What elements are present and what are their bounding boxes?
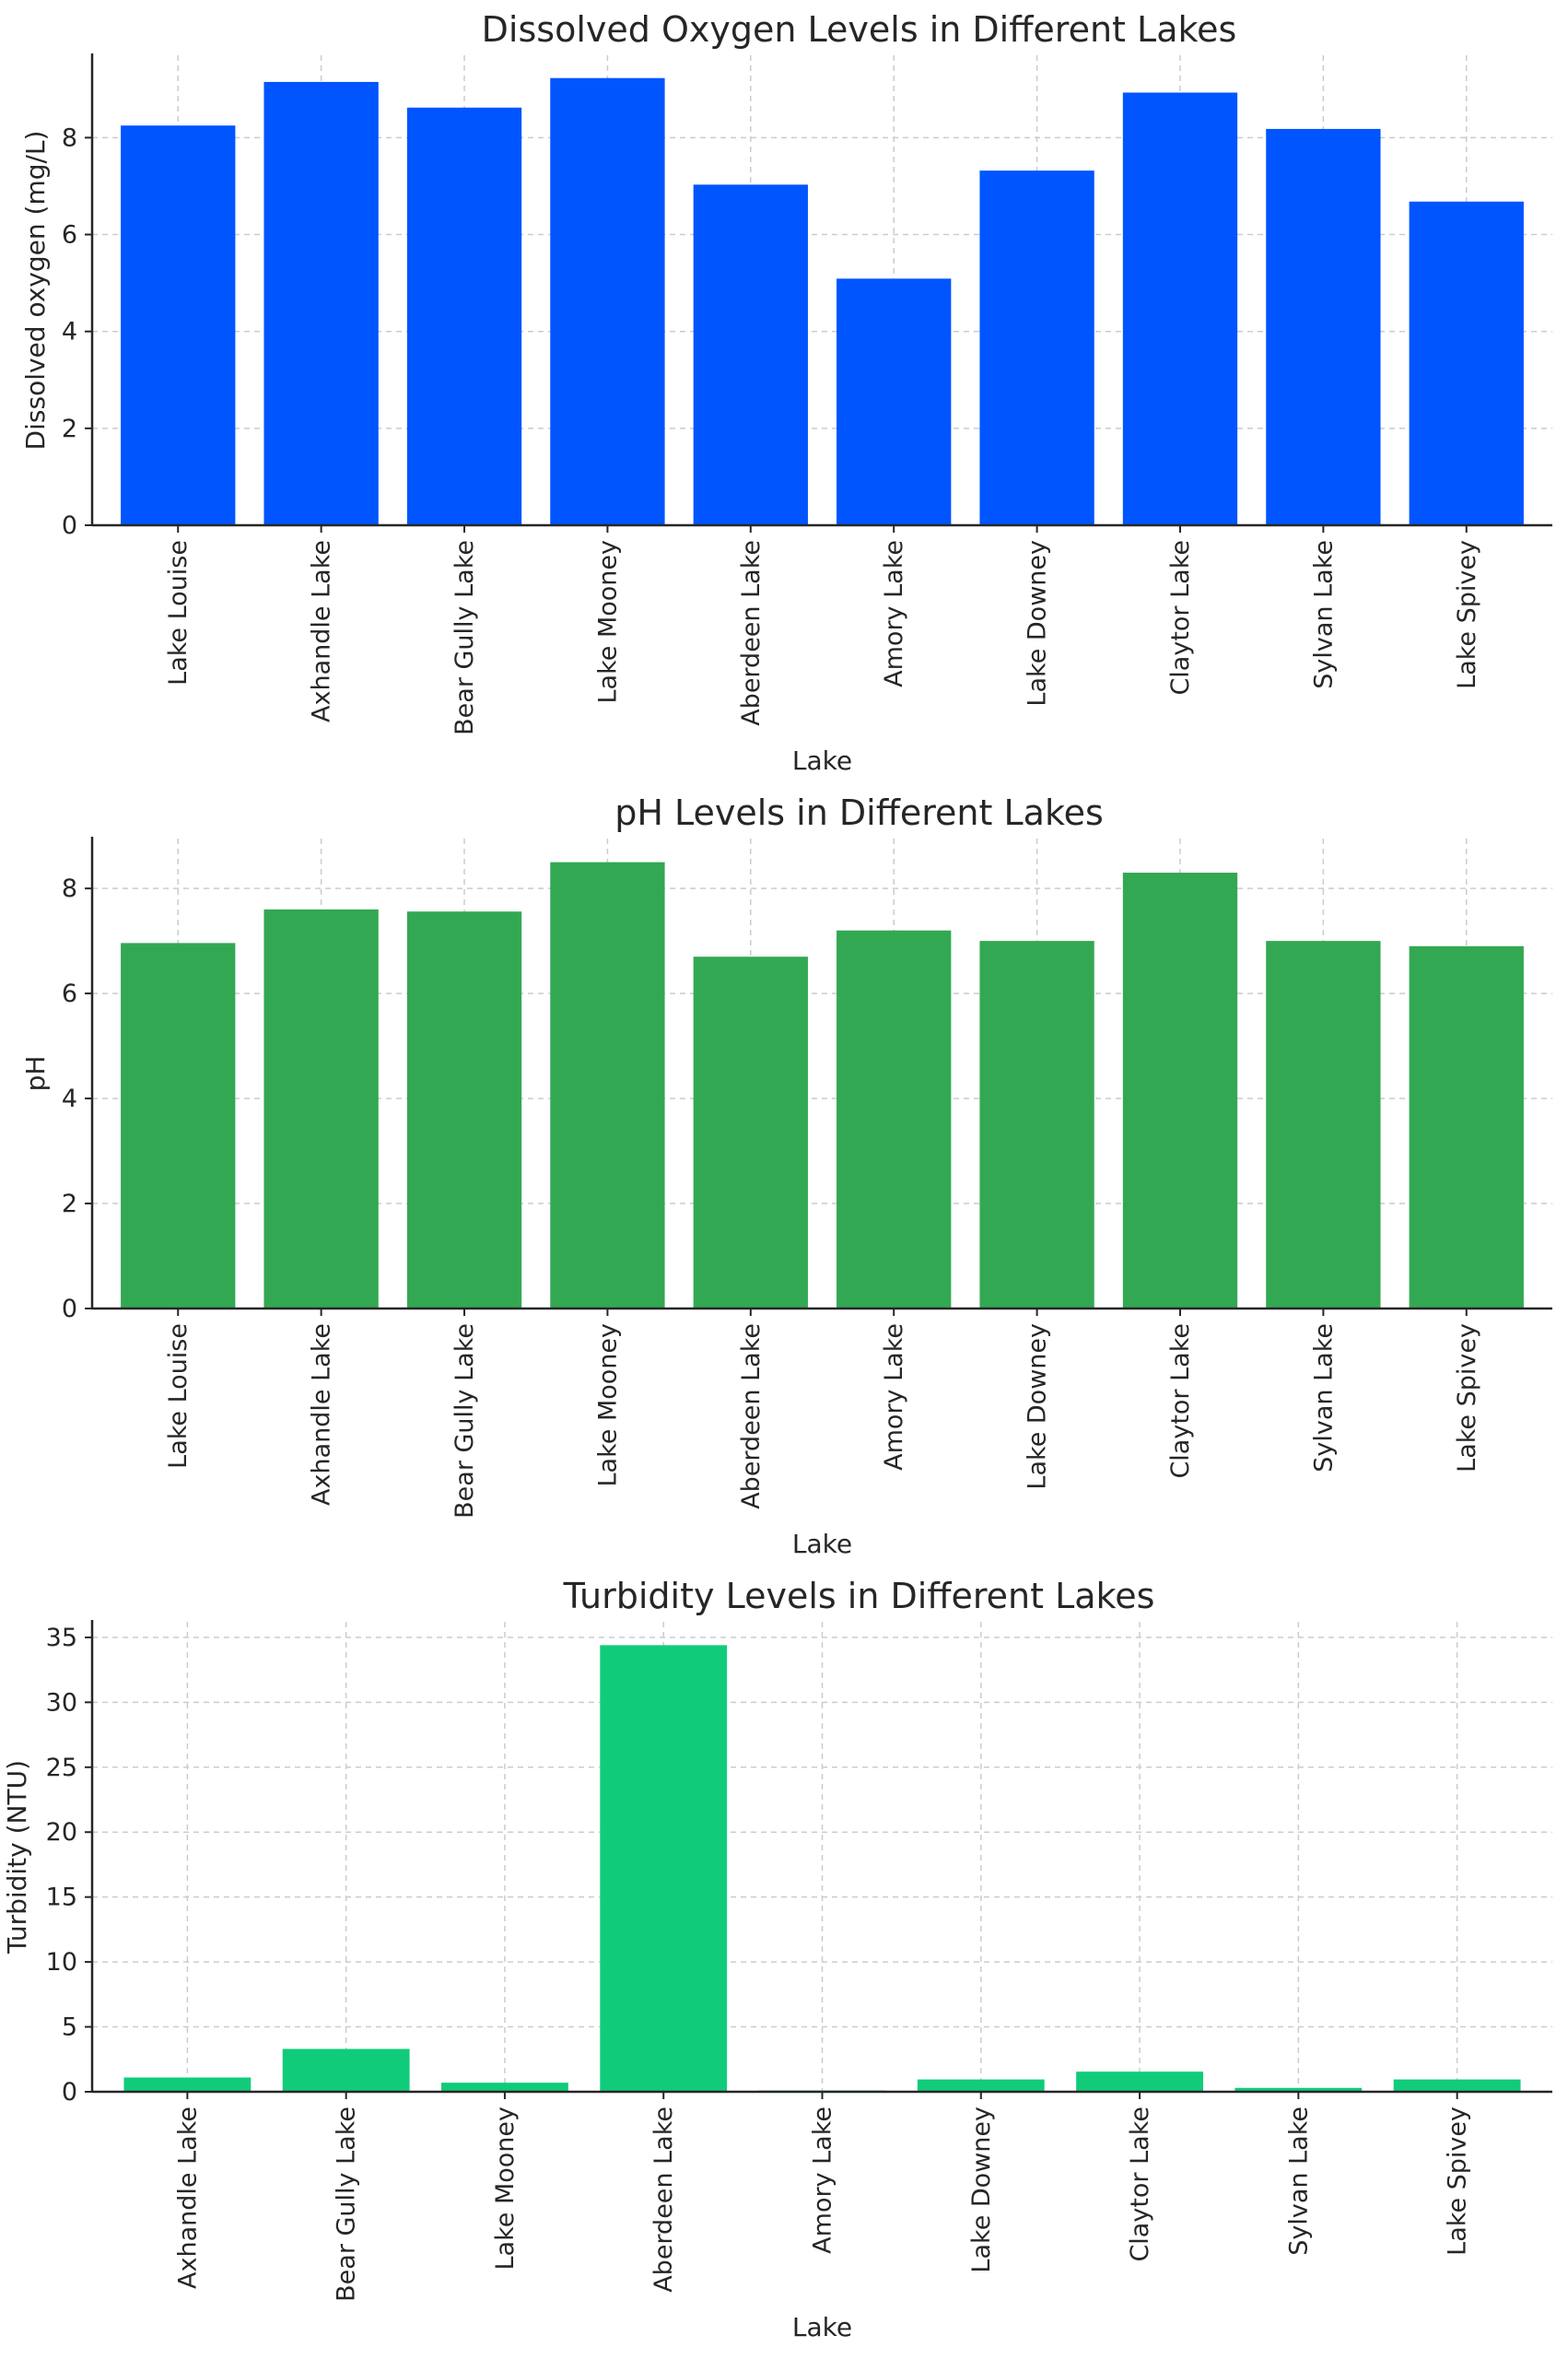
- y-tick-label: 2: [62, 415, 77, 443]
- x-tick-label: Axhandle Lake: [308, 1323, 336, 1506]
- y-axis-label: Dissolved oxygen (mg/L): [20, 131, 51, 451]
- x-tick-label: Amory Lake: [809, 2107, 837, 2254]
- turbidity-chart: 0 5 10 15 20 25 30 35 Axhandle Lake Bear Gully La…: [2, 1576, 1552, 2342]
- y-tick-label: 5: [62, 2013, 77, 2042]
- bar-lake-downey: [979, 170, 1094, 525]
- bar-bear-gully-lake: [406, 107, 522, 525]
- bar-bear-gully-lake: [406, 911, 522, 1309]
- x-tick-label: Bear Gully Lake: [451, 540, 479, 735]
- bar-axhandle-lake: [263, 81, 379, 525]
- chart-title: Dissolved Oxygen Levels in Different Lak…: [482, 9, 1237, 50]
- bar-sylvan-lake: [1266, 128, 1381, 525]
- bar-lake-louise: [121, 943, 236, 1309]
- bar-aberdeen-lake: [693, 184, 808, 525]
- bar-aberdeen-lake: [600, 1645, 728, 2092]
- bar-lake-mooney: [441, 2083, 568, 2092]
- y-tick-label: 4: [62, 1085, 77, 1113]
- x-tick-label: Sylvan Lake: [1309, 540, 1338, 689]
- bar-claytor-lake: [1122, 92, 1238, 526]
- bar-bear-gully-lake: [282, 2048, 410, 2092]
- x-tick-label: Claytor Lake: [1126, 2107, 1154, 2262]
- bar-axhandle-lake: [263, 909, 379, 1309]
- x-tick-label: Lake Mooney: [593, 1323, 622, 1487]
- bar-lake-mooney: [550, 862, 665, 1309]
- x-tick-label: Lake Downey: [967, 2107, 996, 2273]
- bar-amory-lake: [837, 278, 952, 525]
- x-tick-label: Amory Lake: [880, 1323, 908, 1471]
- bar-lake-spivey: [1409, 945, 1524, 1309]
- y-axis-label: pH: [20, 1056, 51, 1092]
- x-tick-label: Axhandle Lake: [308, 540, 336, 722]
- bar-lake-downey: [979, 941, 1094, 1309]
- x-tick-label: Lake Downey: [1024, 1323, 1052, 1490]
- y-axis-label: Turbidity (NTU): [2, 1760, 32, 1954]
- x-tick-label: Claytor Lake: [1166, 540, 1195, 696]
- x-tick-label: Lake Spivey: [1444, 2107, 1472, 2256]
- x-tick-label: Lake Mooney: [491, 2107, 520, 2271]
- x-tick-label: Claytor Lake: [1166, 1323, 1195, 1479]
- x-tick-label: Sylvan Lake: [1309, 1323, 1338, 1473]
- y-tick-label: 6: [62, 221, 77, 250]
- bar-lake-spivey: [1409, 201, 1524, 525]
- bar-claytor-lake: [1076, 2071, 1203, 2092]
- y-tick-label: 6: [62, 980, 77, 1008]
- bar-amory-lake: [837, 930, 952, 1309]
- x-tick-label: Lake Louise: [164, 540, 193, 686]
- x-tick-label: Lake Downey: [1024, 540, 1052, 707]
- y-tick-label: 15: [46, 1884, 77, 1912]
- y-tick-label: 8: [62, 874, 77, 903]
- bar-claytor-lake: [1122, 873, 1238, 1309]
- bar-axhandle-lake: [123, 2077, 252, 2092]
- ph-chart: 0 2 4 6 8 Lake Louise Axhandle Lake Bear Gully …: [20, 792, 1552, 1559]
- chart-title: Turbidity Levels in Different Lakes: [563, 1576, 1155, 1616]
- x-tick-label: Axhandle Lake: [173, 2107, 202, 2289]
- x-tick-label: Lake Mooney: [593, 540, 622, 704]
- x-axis-label: Lake: [792, 2312, 852, 2342]
- bar-lake-mooney: [550, 77, 665, 526]
- y-tick-label: 4: [62, 318, 77, 346]
- x-tick-label: Bear Gully Lake: [451, 1323, 479, 1519]
- chart-title: pH Levels in Different Lakes: [614, 792, 1104, 833]
- x-tick-label: Lake Spivey: [1453, 1323, 1481, 1473]
- oxygen-chart: 0 2 4 6 8 Lake Louise Axhandle Lake Bear Gully …: [20, 9, 1552, 776]
- bar-sylvan-lake: [1235, 2087, 1363, 2092]
- x-tick-label: Aberdeen Lake: [649, 2107, 678, 2293]
- x-tick-label: Aberdeen Lake: [737, 1323, 766, 1509]
- y-tick-label: 30: [46, 1688, 77, 1717]
- x-tick-label: Amory Lake: [880, 540, 908, 687]
- y-tick-label: 0: [62, 511, 77, 540]
- bar-aberdeen-lake: [693, 957, 808, 1309]
- y-tick-label: 25: [46, 1754, 77, 1782]
- bar-lake-downey: [917, 2079, 1045, 2092]
- y-tick-label: 0: [62, 1295, 77, 1323]
- y-tick-label: 0: [62, 2078, 77, 2107]
- bar-sylvan-lake: [1266, 941, 1381, 1309]
- bar-lake-louise: [121, 125, 236, 525]
- x-tick-label: Sylvan Lake: [1284, 2107, 1313, 2256]
- x-tick-label: Lake Spivey: [1453, 540, 1481, 689]
- y-tick-label: 10: [46, 1948, 77, 1977]
- y-tick-label: 35: [46, 1624, 77, 1652]
- y-tick-label: 2: [62, 1190, 77, 1218]
- x-tick-label: Lake Louise: [164, 1323, 193, 1469]
- x-axis-label: Lake: [792, 745, 852, 776]
- y-tick-label: 8: [62, 123, 77, 152]
- x-tick-label: Bear Gully Lake: [333, 2107, 361, 2302]
- x-axis-label: Lake: [792, 1529, 852, 1559]
- bar-lake-spivey: [1393, 2079, 1521, 2092]
- x-tick-label: Aberdeen Lake: [737, 540, 766, 726]
- y-tick-label: 20: [46, 1818, 77, 1847]
